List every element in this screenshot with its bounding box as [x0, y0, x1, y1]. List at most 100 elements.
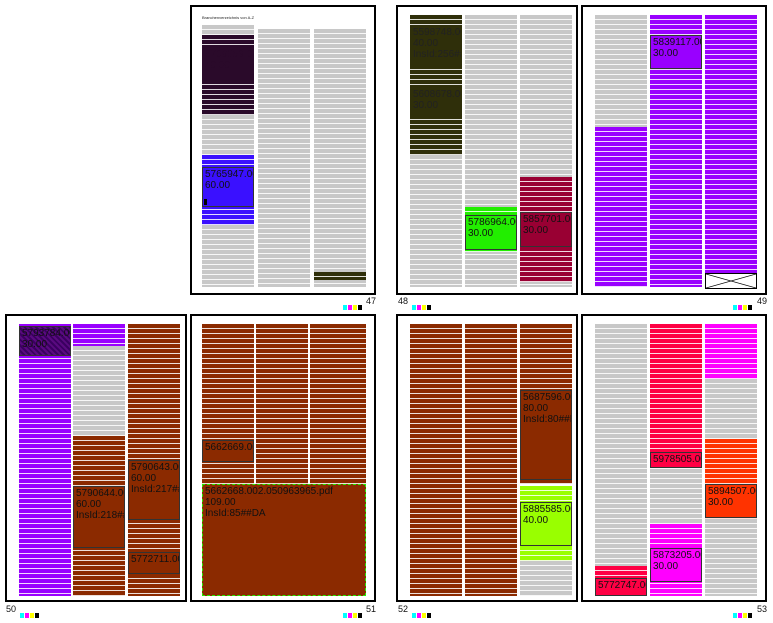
listing-line	[650, 338, 702, 339]
listing-line	[465, 34, 517, 35]
ad-box[interactable]: 5772747.00	[595, 578, 647, 596]
ad-box[interactable]: 5793784.00 30.00	[19, 326, 71, 356]
listing-line	[650, 503, 702, 504]
listing-line	[128, 328, 180, 329]
listing-line	[595, 99, 647, 100]
page-51[interactable]: 5662669.00 5662668.002.050963965.pdf 109…	[190, 314, 376, 602]
listing-line	[310, 398, 366, 399]
listing-line	[202, 39, 254, 40]
ad-box[interactable]: 5790643.00 60.00 InsId:217##	[128, 460, 180, 520]
ad-box[interactable]: 5885585.00 40.00	[520, 502, 572, 546]
listing-line	[650, 174, 702, 175]
listing-line	[19, 558, 71, 559]
listing-line	[520, 59, 572, 60]
ad-box[interactable]: 5769559.00 40.00	[202, 47, 254, 83]
listing-line	[705, 69, 757, 70]
ad-box[interactable]: 5662669.00	[202, 440, 254, 462]
listing-line	[465, 109, 517, 110]
ad-box[interactable]: 5772711.00	[128, 552, 180, 574]
listing-line	[73, 405, 125, 406]
listing-line	[410, 149, 462, 150]
listing-line	[520, 211, 572, 212]
ad-box[interactable]: 5839117.00 30.00	[650, 35, 702, 69]
listing-line	[73, 410, 125, 411]
listing-line	[310, 328, 366, 329]
listing-line	[128, 333, 180, 334]
listing-line	[705, 109, 757, 110]
listing-line	[310, 458, 366, 459]
listing-line	[705, 473, 757, 474]
listing-line	[595, 261, 647, 262]
listing-line	[465, 64, 517, 65]
listing-line	[465, 211, 517, 212]
listing-line	[73, 440, 125, 441]
listing-line	[595, 553, 647, 554]
ad-box[interactable]: 5873205.00 30.00	[650, 548, 702, 582]
listing-line	[258, 238, 310, 239]
page-48[interactable]: 5598748.00 40.00 InsId:256## 5608678.00 …	[396, 5, 578, 295]
listing-line	[520, 363, 572, 364]
listing-line	[705, 34, 757, 35]
ad-box[interactable]: 5608678.00 30.00	[410, 87, 462, 119]
ad-box[interactable]: 5894507.00 30.00	[705, 484, 757, 518]
listing-line	[465, 353, 517, 354]
listing-line	[410, 558, 462, 559]
listing-line	[410, 199, 462, 200]
listing-line	[705, 189, 757, 190]
ad-box[interactable]: 5786964.00 30.00	[465, 215, 517, 250]
listing-line	[595, 513, 647, 514]
listing-line	[465, 528, 517, 529]
listing-line	[258, 88, 310, 89]
listing-line	[128, 528, 180, 529]
listing-line	[595, 54, 647, 55]
listing-line	[520, 555, 572, 556]
listing-line	[595, 473, 647, 474]
listing-line	[595, 533, 647, 534]
ad-box[interactable]: 5598748.00 40.00 InsId:256##	[410, 25, 462, 65]
page-49[interactable]: 5839117.00 30.00	[581, 5, 767, 295]
listing-line	[705, 378, 757, 379]
ad-box[interactable]: 5662668.002.050963965.pdf 109.00 InsId:8…	[202, 484, 366, 596]
listing-line	[202, 348, 254, 349]
listing-line	[410, 578, 462, 579]
listing-line	[520, 281, 572, 282]
listing-line	[465, 264, 517, 265]
listing-line	[650, 438, 702, 439]
listing-line	[650, 189, 702, 190]
listing-line	[465, 114, 517, 115]
listing-line	[705, 588, 757, 589]
listing-line	[410, 179, 462, 180]
listing-line	[465, 578, 517, 579]
listing-line	[19, 548, 71, 549]
listing-line	[705, 154, 757, 155]
ad-box[interactable]: 5790644.00 60.00 InsId:218##	[73, 486, 125, 548]
listing-line	[314, 148, 366, 149]
listing-line	[520, 74, 572, 75]
listing-line	[19, 463, 71, 464]
ad-box[interactable]: 5857701.00 30.00	[520, 212, 572, 247]
listing-line	[73, 390, 125, 391]
ad-box[interactable]: 5687596.00 80.00 InsId:80##DA	[520, 390, 572, 480]
listing-line	[73, 425, 125, 426]
page-50[interactable]: 5793784.00 30.00 5790643.00 60.00 InsId:…	[5, 314, 187, 602]
listing-line	[202, 44, 254, 45]
page-47[interactable]: Branchenverzeichnis von A-Z 5769559.00 4…	[190, 5, 376, 295]
listing-line	[314, 218, 366, 219]
listing-line	[705, 538, 757, 539]
listing-line	[650, 538, 702, 539]
listing-line	[465, 254, 517, 255]
listing-line	[595, 266, 647, 267]
listing-line	[314, 183, 366, 184]
listing-line	[595, 338, 647, 339]
listing-line	[256, 413, 308, 414]
listing-line	[410, 234, 462, 235]
listing-line	[256, 343, 308, 344]
page-52[interactable]: 5687596.00 80.00 InsId:80##DA 5885585.00…	[396, 314, 578, 602]
listing-line	[465, 204, 517, 205]
listing-line	[650, 234, 702, 235]
ad-box[interactable]: 5978505.00	[650, 452, 702, 468]
page-53[interactable]: 5978505.00 5894507.00 30.00 5873205.00 3…	[581, 314, 767, 602]
listing-line	[314, 228, 366, 229]
listing-line	[465, 269, 517, 270]
ad-box[interactable]: 5765947.00 60.00	[202, 167, 254, 207]
